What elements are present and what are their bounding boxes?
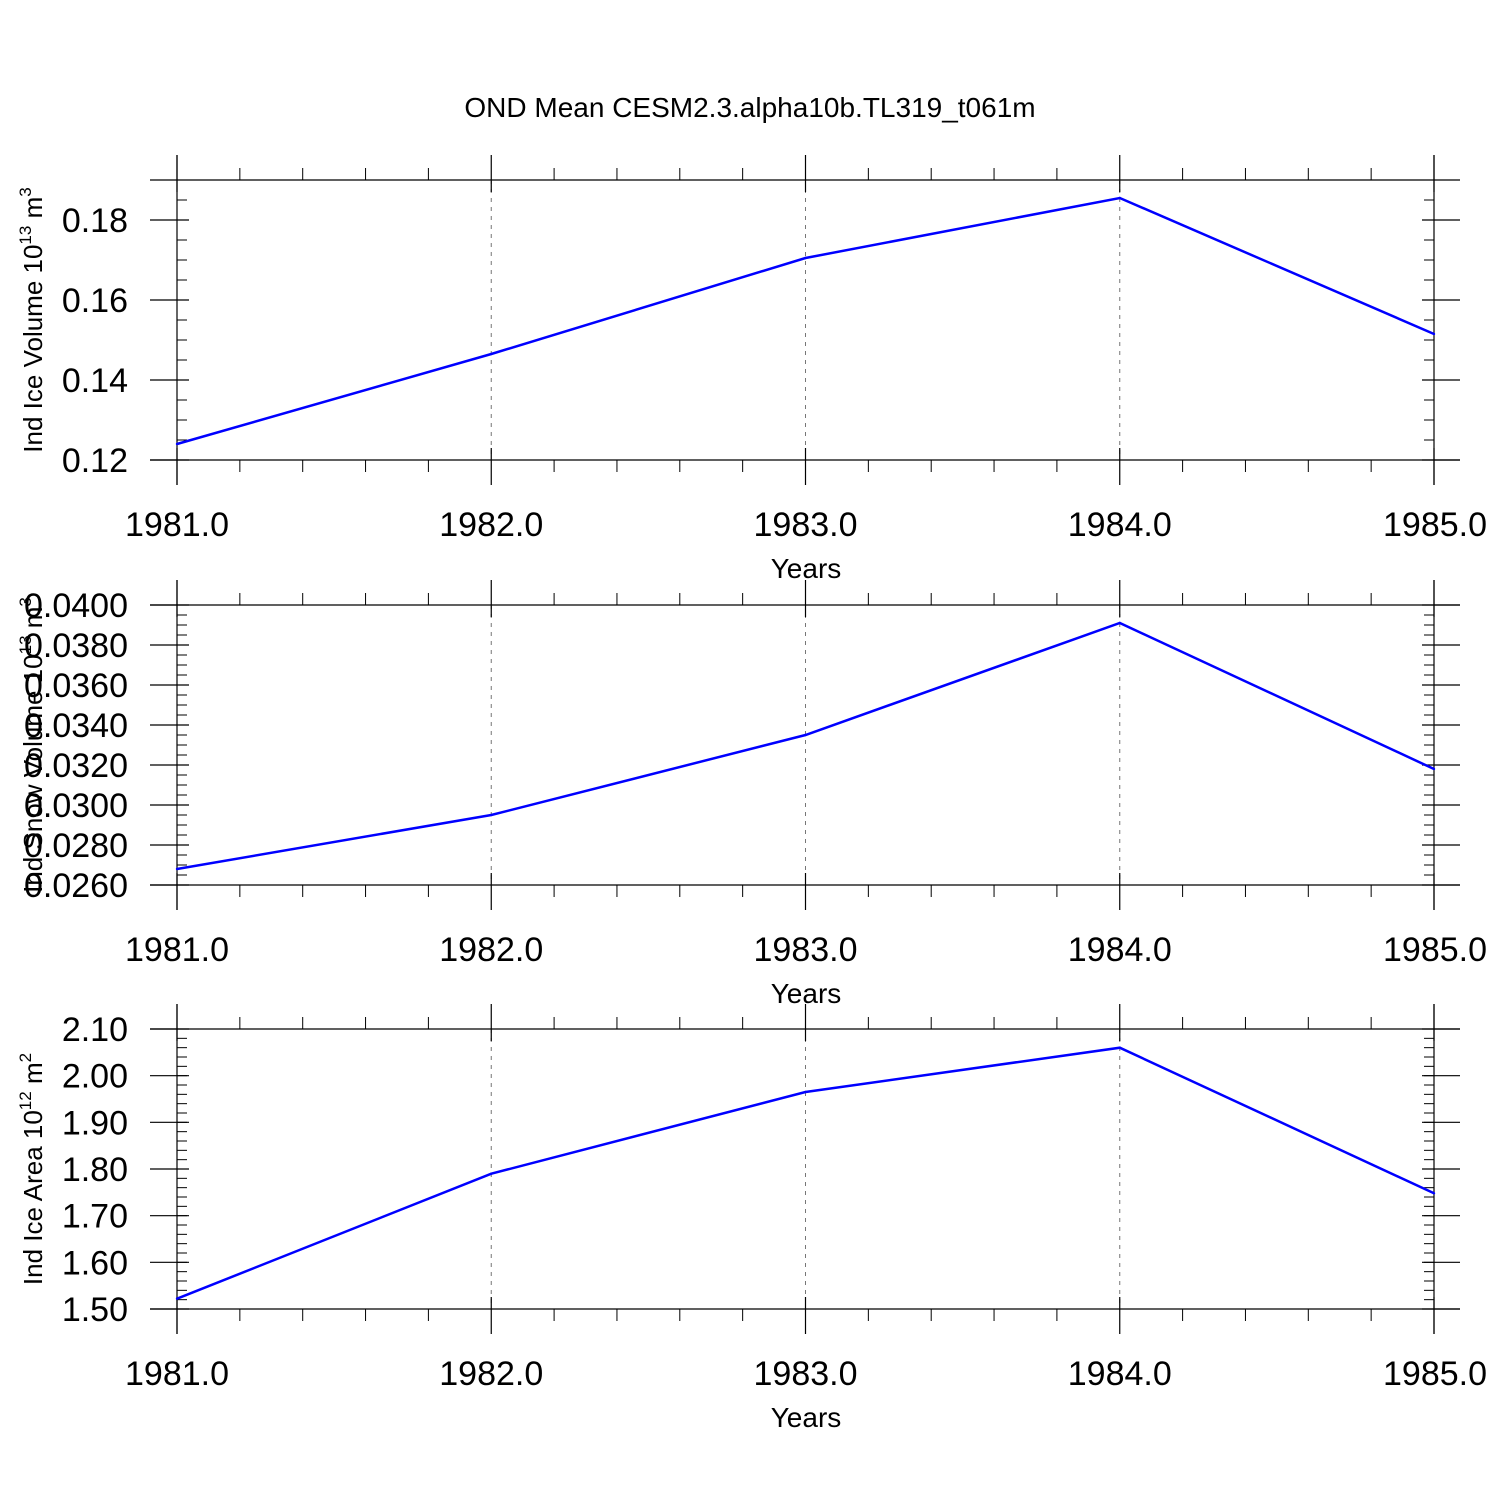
data-point xyxy=(490,352,493,356)
data-point xyxy=(175,1297,179,1300)
y-tick-label: 0.0360 xyxy=(24,667,128,705)
y-tick-label: 0.0340 xyxy=(24,707,128,745)
x-axis-label: Years xyxy=(771,1402,842,1433)
y-axis-label: Ind Ice Area 1012 m2 xyxy=(16,1053,48,1285)
y-tick-label: 1.70 xyxy=(62,1198,128,1236)
x-axis-label: Years xyxy=(771,553,842,584)
chart-panel-1: 0.12 0.14 0.16 0.18 1981.0 1982.0 1983.0 1984.0… xyxy=(16,155,1487,584)
x-axis-label: Years xyxy=(771,978,842,1009)
y-tick-label: 0.0320 xyxy=(24,747,128,785)
data-point xyxy=(1432,332,1436,336)
y-tick-label: 2.00 xyxy=(62,1058,128,1096)
data-point xyxy=(1118,1046,1121,1049)
data-point xyxy=(804,733,807,737)
y-tick-label: 0.0280 xyxy=(24,827,128,865)
x-tick-label: 1984.0 xyxy=(1068,1355,1172,1393)
y-tick-label: 1.90 xyxy=(62,1104,128,1142)
y-tick-label: 1.50 xyxy=(62,1291,128,1329)
y-tick-label: 1.80 xyxy=(62,1151,128,1189)
y-tick-label: 0.14 xyxy=(62,362,128,400)
x-tick-label: 1983.0 xyxy=(754,931,858,969)
y-tick-label: 0.0380 xyxy=(24,627,128,665)
data-point xyxy=(1432,767,1436,771)
panels: 0.12 0.14 0.16 0.18 1981.0 1982.0 1983.0 1984.0… xyxy=(16,155,1487,1433)
figure-title: OND Mean CESM2.3.alpha10b.TL319_t061m xyxy=(464,92,1035,123)
x-tick-label: 1985.0 xyxy=(1383,1355,1487,1393)
data-point xyxy=(804,1090,807,1094)
y-tick-label: 0.18 xyxy=(62,202,128,240)
data-point xyxy=(1118,196,1121,200)
data-point xyxy=(1432,1192,1436,1195)
y-tick-label: 0.0400 xyxy=(24,587,128,625)
x-tick-label: 1982.0 xyxy=(439,1355,543,1393)
y-axis-label: Ind Ice Volume 1013 m3 xyxy=(16,187,48,452)
y-tick-label: 0.0260 xyxy=(24,867,128,905)
x-tick-label: 1981.0 xyxy=(125,506,229,544)
x-tick-label: 1985.0 xyxy=(1383,506,1487,544)
data-point xyxy=(490,1172,493,1175)
x-tick-label: 1982.0 xyxy=(439,931,543,969)
y-tick-label: 0.12 xyxy=(62,442,128,480)
data-point xyxy=(1118,621,1121,625)
chart-panel-3: 1.50 1.60 1.70 1.80 1.90 2.00 2.10 1981.0 1982.0… xyxy=(16,1004,1487,1433)
data-point xyxy=(804,256,807,260)
chart-panel-2: 0.02600.02800.03000.03200.03400.03600.03… xyxy=(16,580,1487,1009)
x-tick-label: 1982.0 xyxy=(439,506,543,544)
x-tick-label: 1985.0 xyxy=(1383,931,1487,969)
data-point xyxy=(175,442,179,446)
y-axis-label: Ind Snow Volume 1013 m3 xyxy=(16,597,48,893)
y-tick-label: 2.10 xyxy=(62,1011,128,1049)
y-tick-label: 0.0300 xyxy=(24,787,128,825)
y-tick-label: 0.16 xyxy=(62,282,128,320)
x-tick-label: 1984.0 xyxy=(1068,931,1172,969)
y-tick-label: 1.60 xyxy=(62,1244,128,1282)
x-tick-label: 1981.0 xyxy=(125,1355,229,1393)
x-tick-label: 1983.0 xyxy=(754,506,858,544)
x-tick-label: 1983.0 xyxy=(754,1355,858,1393)
x-tick-label: 1984.0 xyxy=(1068,506,1172,544)
data-point xyxy=(175,867,179,871)
data-point xyxy=(490,813,493,817)
x-tick-label: 1981.0 xyxy=(125,931,229,969)
